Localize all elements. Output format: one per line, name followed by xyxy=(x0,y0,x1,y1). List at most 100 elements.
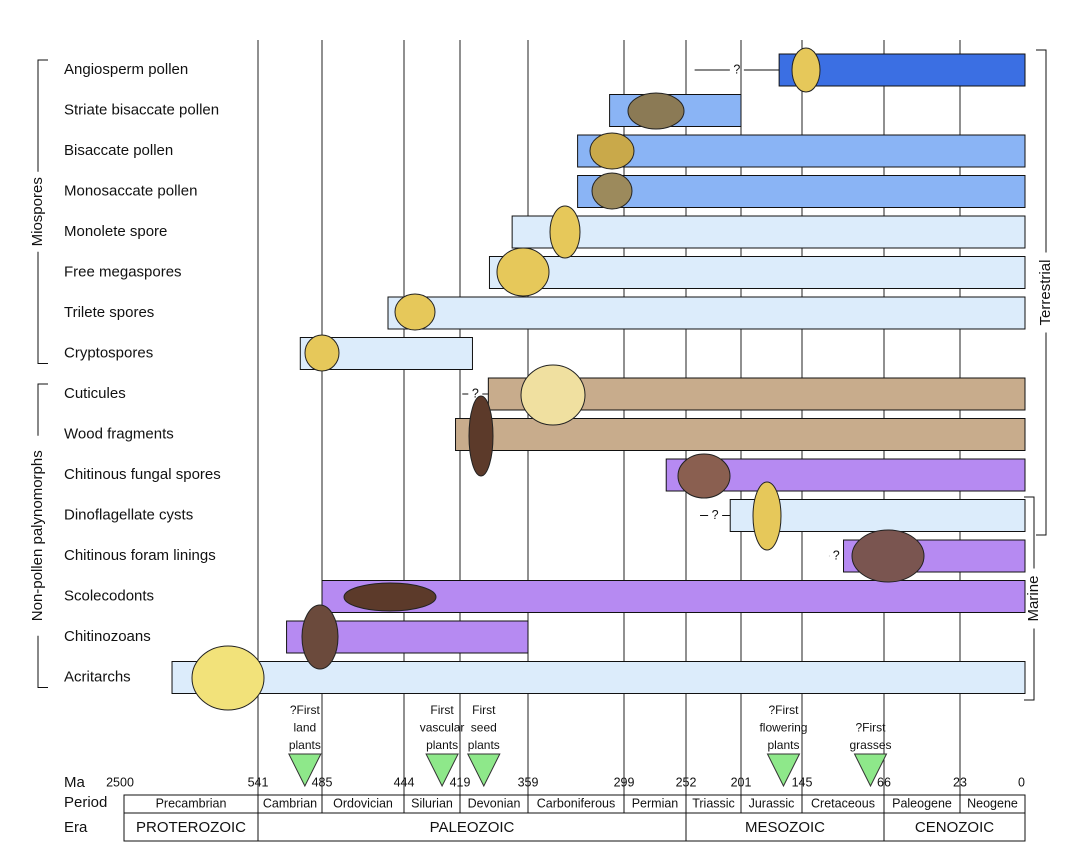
uncertain-label: ? xyxy=(833,548,840,562)
era-box xyxy=(883,812,1026,842)
event-label: plants xyxy=(767,738,799,752)
fossil-illustration xyxy=(496,247,550,297)
bracket-gap xyxy=(30,171,46,252)
fossil-illustration xyxy=(752,481,782,551)
range-bar xyxy=(511,215,1026,249)
range-bar xyxy=(321,580,1026,613)
event-marker xyxy=(425,753,459,788)
event-label: ?First xyxy=(856,721,887,735)
period-label: Silurian xyxy=(411,796,453,810)
era-box xyxy=(123,812,259,842)
fossil-illustration xyxy=(191,645,265,711)
range-bar xyxy=(488,256,1026,289)
group-label: Marine xyxy=(1025,576,1042,622)
row-label: Cuticules xyxy=(64,385,126,402)
row-label: Monolete spore xyxy=(64,223,167,240)
event-label: First xyxy=(430,703,454,717)
row-label: Angiosperm pollen xyxy=(64,61,188,78)
range-bar xyxy=(171,661,1026,694)
period-label: Neogene xyxy=(967,796,1018,810)
row-label: Monosaccate pollen xyxy=(64,182,197,199)
era-label: PALEOZOIC xyxy=(430,819,515,836)
fossil-illustration xyxy=(589,132,635,170)
era-box xyxy=(257,812,687,842)
period-label: Cambrian xyxy=(263,796,317,810)
x-tick-label: 299 xyxy=(614,775,635,789)
uncertain-label: ? xyxy=(733,62,740,76)
event-marker xyxy=(466,753,501,788)
event-label: ?First xyxy=(768,703,799,717)
event-label: vascular xyxy=(420,721,465,735)
row-label: Free megaspores xyxy=(64,263,182,280)
fossil-illustration xyxy=(468,395,494,477)
fossil-illustration xyxy=(304,334,340,372)
event-label: plants xyxy=(468,738,500,752)
row-label: Acritarchs xyxy=(64,668,131,685)
x-tick-label: 23 xyxy=(953,775,967,789)
fossil-illustration xyxy=(549,205,581,259)
event-label: plants xyxy=(289,738,321,752)
group-label: Miospores xyxy=(29,177,46,246)
row-label: Chitinous foram linings xyxy=(64,547,216,564)
event-label: seed xyxy=(471,721,497,735)
fossil-illustration xyxy=(791,47,821,93)
event-marker xyxy=(288,753,322,788)
period-label: Cretaceous xyxy=(811,796,875,810)
event-label: grasses xyxy=(849,738,891,752)
x-tick-label: 66 xyxy=(877,775,891,789)
row-label: Trilete spores xyxy=(64,304,154,321)
event-label: ?First xyxy=(290,703,321,717)
x-tick-label: 485 xyxy=(312,775,333,789)
event-label: plants xyxy=(426,738,458,752)
period-label: Triassic xyxy=(692,796,735,810)
fossil-illustration xyxy=(591,172,633,210)
x-tick-label: 419 xyxy=(450,775,471,789)
era-label: MESOZOIC xyxy=(745,819,825,836)
period-label: Carboniferous xyxy=(537,796,616,810)
group-label: Terrestrial xyxy=(1037,260,1054,326)
period-row-label: Period xyxy=(64,794,107,811)
period-label: Paleogene xyxy=(892,796,952,810)
range-bar xyxy=(387,296,1026,330)
x-tick-label: 0 xyxy=(1018,775,1025,789)
bracket-gap xyxy=(30,435,46,636)
x-tick-label: 359 xyxy=(518,775,539,789)
fossil-illustration xyxy=(520,364,586,426)
event-marker xyxy=(766,753,801,788)
row-label: Wood fragments xyxy=(64,425,174,442)
fossil-illustration xyxy=(851,529,925,583)
fossil-illustration xyxy=(677,453,731,499)
fossil-illustration xyxy=(627,92,685,130)
x-tick-label: 252 xyxy=(676,775,697,789)
row-label: Scolecodonts xyxy=(64,587,154,604)
era-box xyxy=(685,812,885,842)
period-label: Precambrian xyxy=(156,796,227,810)
bracket-gap xyxy=(1026,568,1042,629)
row-label: Chitinozoans xyxy=(64,628,151,645)
fossil-illustration xyxy=(394,293,436,331)
fossil-illustration xyxy=(301,604,339,670)
event-marker xyxy=(853,753,888,788)
era-row-label: Era xyxy=(64,819,88,836)
x-tick-label: 444 xyxy=(394,775,415,789)
period-label: Jurassic xyxy=(749,796,795,810)
event-label: land xyxy=(294,721,317,735)
row-label: Dinoflagellate cysts xyxy=(64,506,193,523)
period-label: Permian xyxy=(632,796,679,810)
x-tick-label: 541 xyxy=(248,775,269,789)
bracket-gap xyxy=(1038,252,1054,333)
range-bar xyxy=(577,175,1026,208)
period-label: Ordovician xyxy=(333,796,393,810)
x-axis-label: Ma xyxy=(64,774,85,791)
period-label: Devonian xyxy=(468,796,521,810)
uncertain-label: ? xyxy=(712,508,719,522)
event-label: flowering xyxy=(759,721,807,735)
row-label: Striate bisaccate pollen xyxy=(64,101,219,118)
range-bar xyxy=(577,134,1026,168)
row-label: Cryptospores xyxy=(64,344,153,361)
x-tick-label: 2500 xyxy=(106,775,134,789)
row-label: Bisaccate pollen xyxy=(64,142,173,159)
era-label: PROTEROZOIC xyxy=(136,819,246,836)
x-tick-label: 145 xyxy=(792,775,813,789)
